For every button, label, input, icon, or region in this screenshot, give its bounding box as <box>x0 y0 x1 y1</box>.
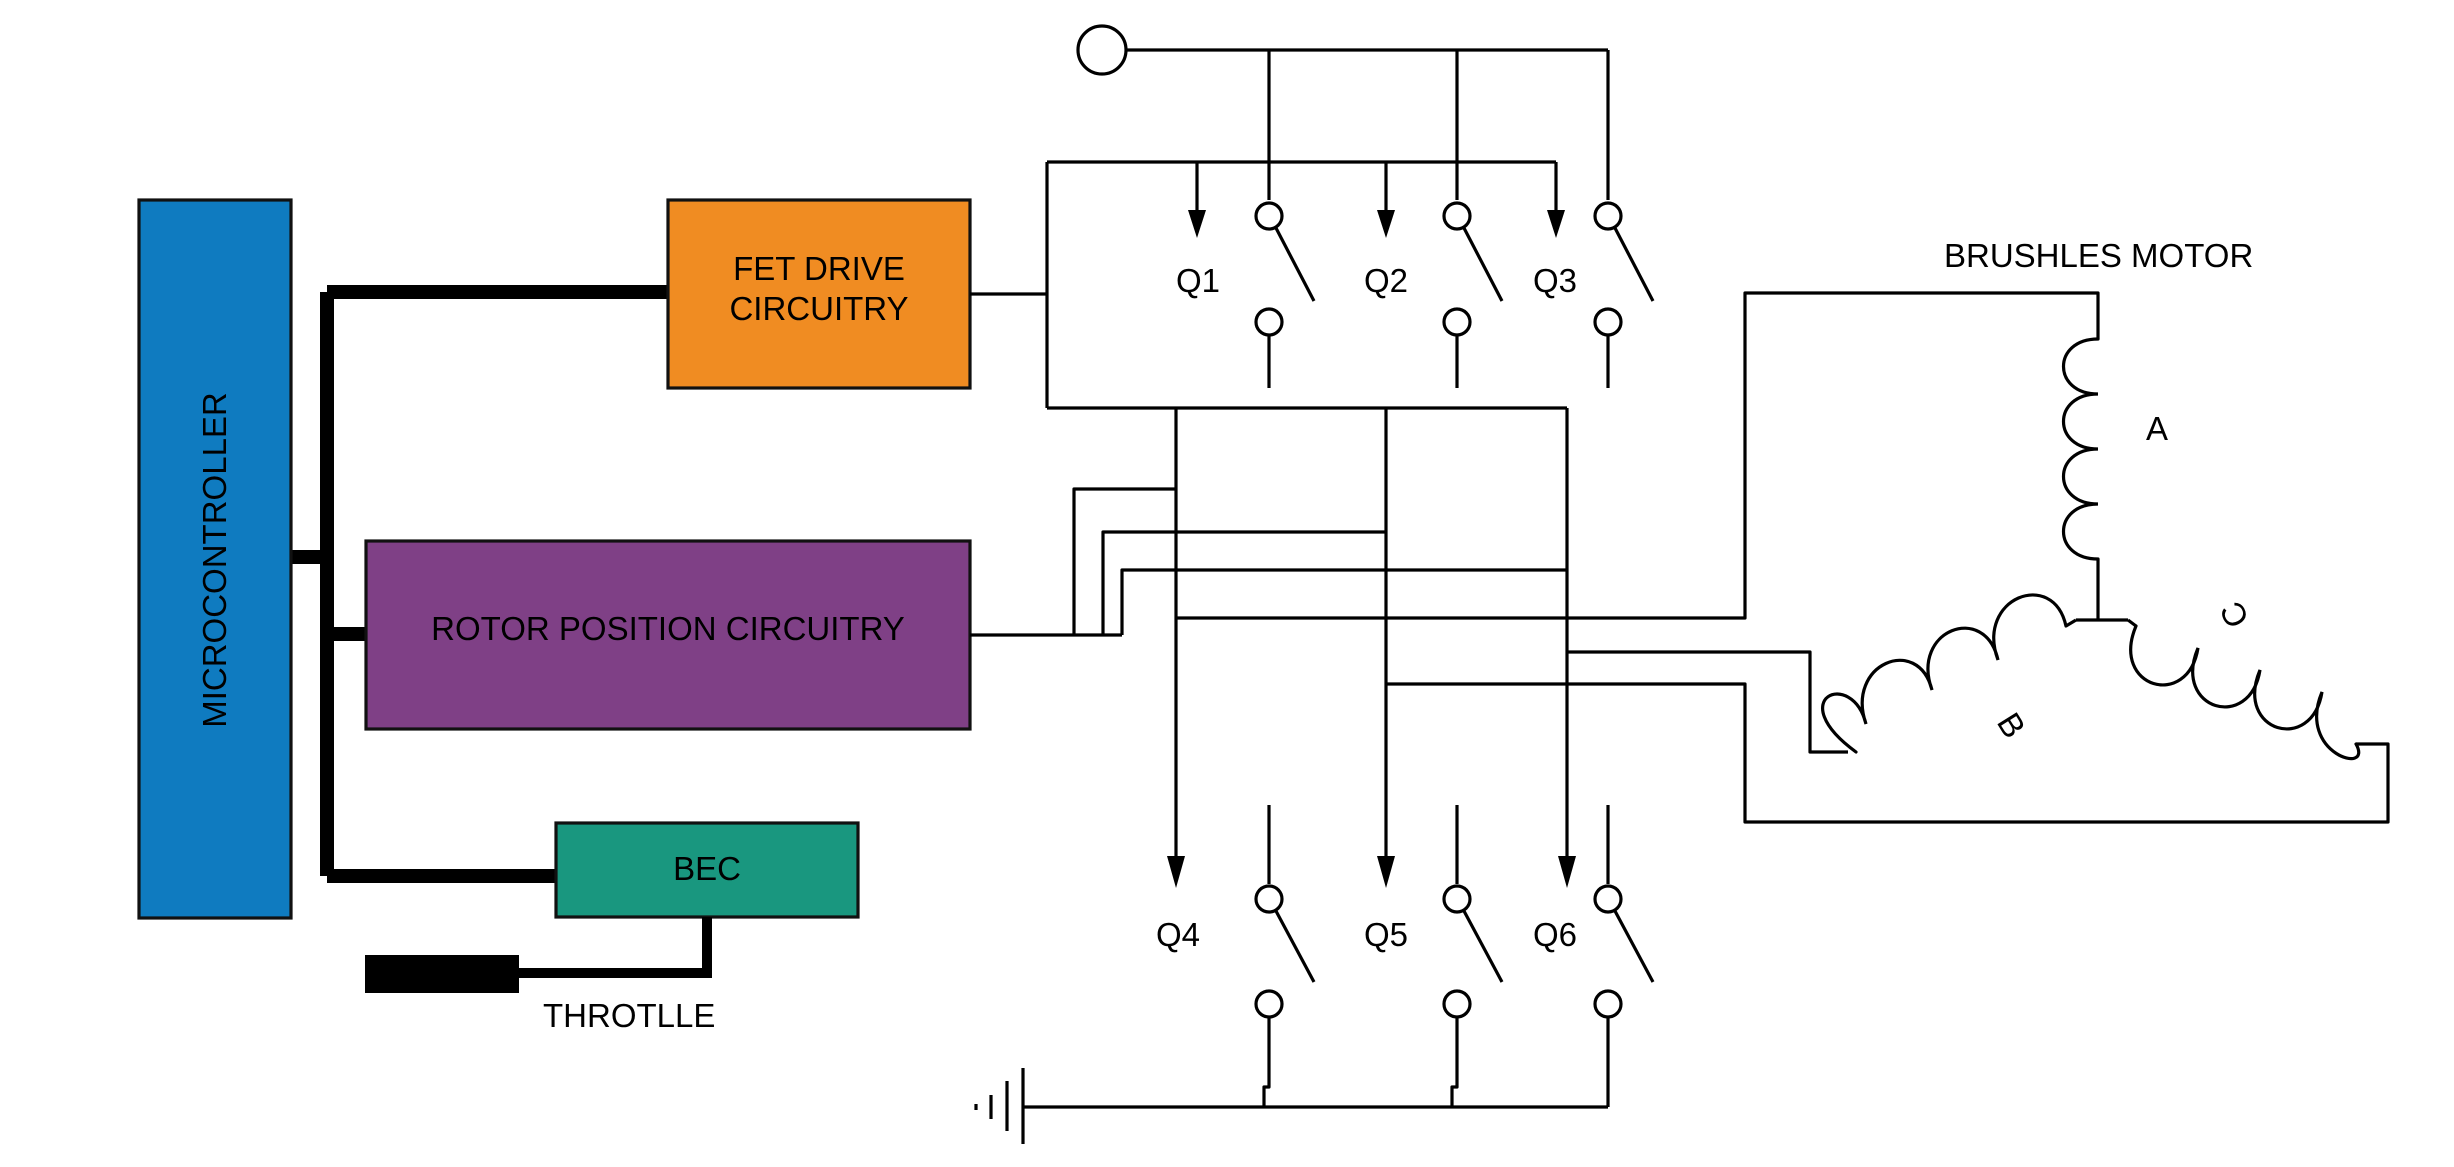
ground-icon <box>974 1068 1025 1144</box>
microcontroller-label: MICROCONTROLLER <box>196 392 233 728</box>
coil-b-label: B <box>1990 706 2033 744</box>
switch-q3-label: Q3 <box>1533 262 1577 299</box>
rotor-position-rect <box>364 539 972 731</box>
supply-terminal-icon <box>1076 24 1128 76</box>
throttle-label: THROTLLE <box>543 997 715 1034</box>
rotor-sense-wiring <box>970 487 1567 637</box>
phase-wiring <box>1176 291 2390 824</box>
switch-q3: Q3 <box>1533 124 1655 388</box>
switch-q2-label: Q2 <box>1364 262 1408 299</box>
bec-rect <box>554 821 860 919</box>
microcontroller-rect <box>137 198 293 920</box>
control-bus <box>290 285 668 883</box>
gate-arrow-q3 <box>1547 210 1565 238</box>
fet-drive-block: FET DRIVE CIRCUITRY <box>666 198 972 390</box>
switch-q6: Q6 <box>1533 805 1655 1107</box>
switch-q4-label: Q4 <box>1156 916 1200 953</box>
coil-a: A <box>2062 337 2168 620</box>
rotor-position-block: ROTOR POSITION CIRCUITRY <box>364 539 972 731</box>
gate-arrow-q4 <box>1167 856 1185 888</box>
switch-q5-label: Q5 <box>1364 916 1408 953</box>
coil-b: B <box>1821 593 2077 754</box>
high-side-switches: Q1 Q2 Q3 <box>1176 124 1655 388</box>
bec-block: BEC <box>554 821 860 919</box>
switch-q4: Q4 <box>1156 805 1316 1107</box>
low-side-switches: Q4 Q5 Q6 <box>1156 805 1655 1107</box>
fet-drive-rect <box>666 198 972 390</box>
switch-q6-label: Q6 <box>1533 916 1577 953</box>
switch-q1: Q1 <box>1176 124 1316 388</box>
motor-title: BRUSHLES MOTOR <box>1944 237 2253 274</box>
switch-q2: Q2 <box>1364 124 1504 388</box>
switch-q5: Q5 <box>1364 805 1504 1107</box>
coil-c: C <box>2127 596 2361 761</box>
gate-arrow-q1 <box>1188 210 1206 238</box>
microcontroller-block: MICROCONTROLLER <box>137 198 293 920</box>
throttle-connector <box>365 955 519 993</box>
rotor-position-label: ROTOR POSITION CIRCUITRY <box>431 610 905 647</box>
brushless-motor: BRUSHLES MOTOR A B C <box>1821 237 2361 761</box>
switch-q1-label: Q1 <box>1176 262 1220 299</box>
gate-drive-wiring <box>970 160 1576 888</box>
ground <box>974 1068 1608 1144</box>
fet-drive-label-line1: FET DRIVE <box>733 250 905 287</box>
throttle: THROTLLE <box>365 917 715 1034</box>
fet-drive-label-line2: CIRCUITRY <box>729 290 908 327</box>
supply <box>1076 24 1610 124</box>
coil-c-label: C <box>2212 596 2256 634</box>
gate-arrow-q6 <box>1558 856 1576 888</box>
gate-arrow-q5 <box>1377 856 1395 888</box>
gate-arrow-q2 <box>1377 210 1395 238</box>
bec-label: BEC <box>673 850 741 887</box>
coil-a-label: A <box>2146 410 2168 447</box>
